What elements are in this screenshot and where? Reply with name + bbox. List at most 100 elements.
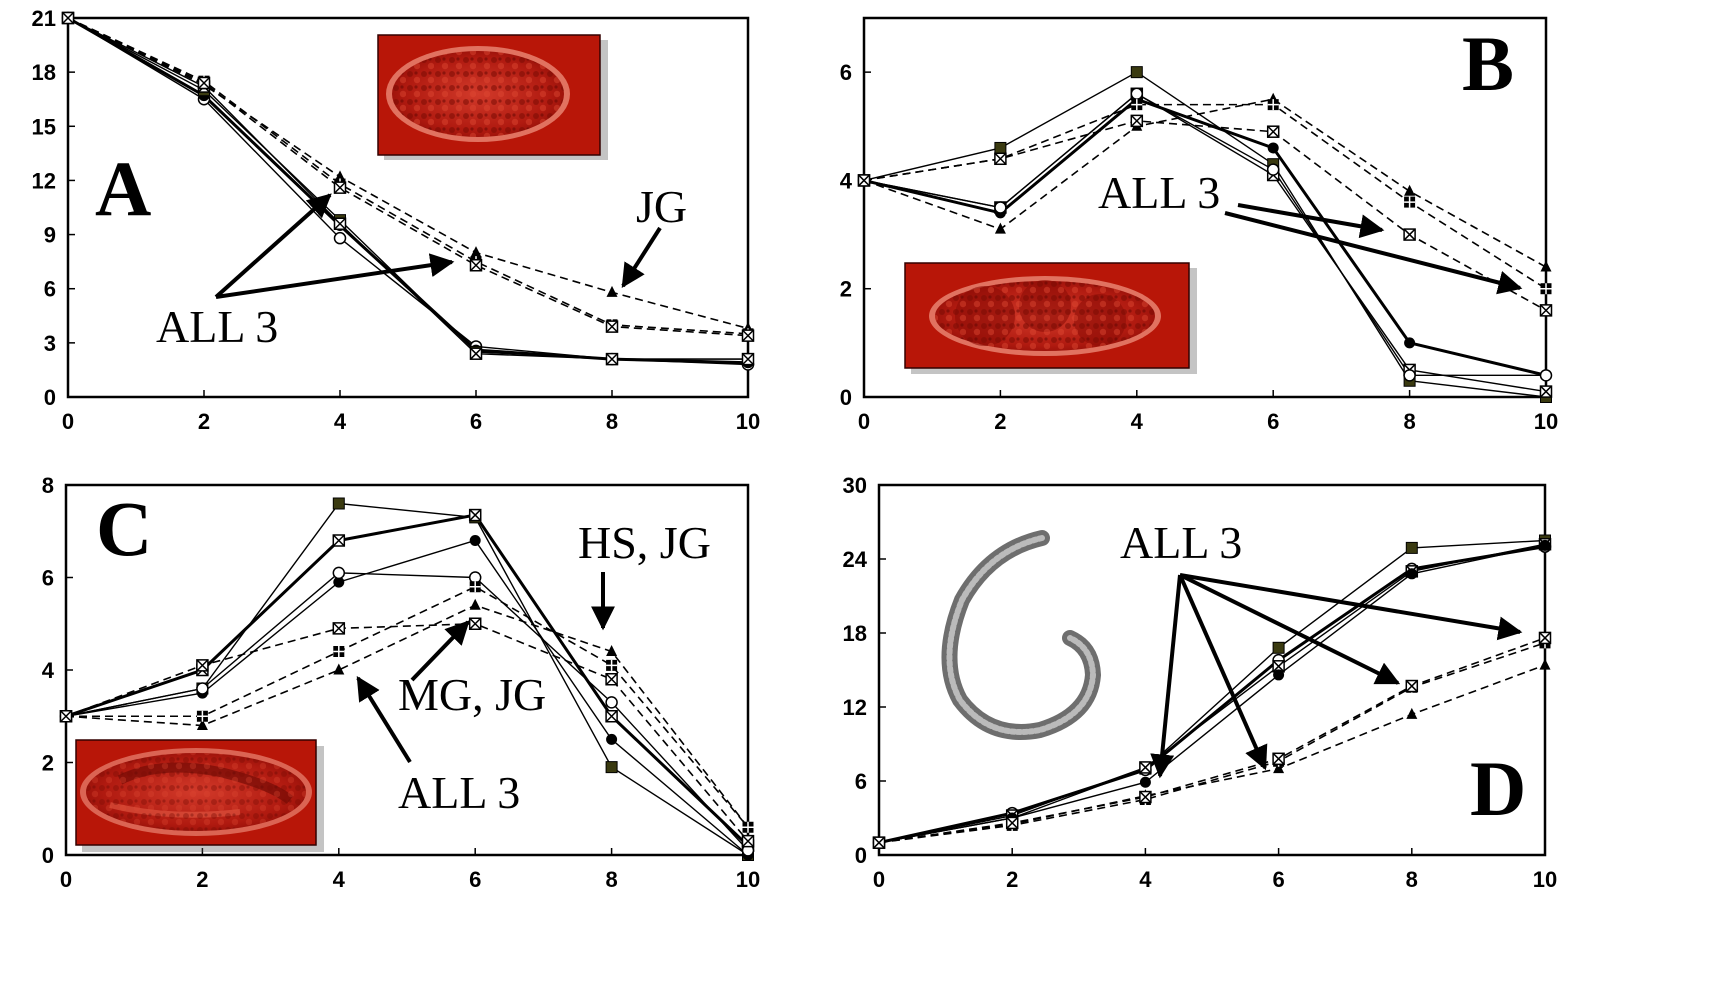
data-point-b-6-2 xyxy=(1130,114,1144,128)
data-point-a-6-5 xyxy=(741,329,755,342)
series-line-b-5 xyxy=(863,103,1547,290)
x-tick-label-d: 10 xyxy=(1533,867,1557,892)
data-point-c-4-1 xyxy=(196,719,208,730)
series-line-a-5 xyxy=(67,17,749,335)
data-point-c-0-2 xyxy=(332,497,345,510)
data-point-a-3-2 xyxy=(333,217,347,230)
data-point-b-0-2 xyxy=(1130,66,1143,79)
x-tick-label-b: 0 xyxy=(858,409,870,434)
data-point-a-4-4 xyxy=(606,285,618,297)
data-point-d-3-3 xyxy=(1273,669,1285,681)
data-point-c-1-4 xyxy=(605,710,618,723)
series-line-b-4 xyxy=(863,98,1547,268)
x-tick-label-d: 2 xyxy=(1006,867,1018,892)
series-line-c-5 xyxy=(66,585,749,828)
x-tick-label-d: 8 xyxy=(1406,867,1418,892)
axes-c: 0 2 4 6 8 10 0 2 4 6 8 xyxy=(42,473,760,892)
data-point-a-4-3 xyxy=(470,246,482,258)
y-tick-label-a: 12 xyxy=(32,168,56,193)
series-d xyxy=(872,534,1552,849)
x-tick-label-a: 0 xyxy=(62,409,74,434)
x-tick-label-a: 10 xyxy=(736,409,760,434)
data-point-b-1-4 xyxy=(1404,337,1416,349)
y-tick-label-d: 12 xyxy=(843,695,867,720)
data-point-c-1-3 xyxy=(468,508,482,522)
data-point-c-4-4 xyxy=(606,645,618,656)
data-point-d-3-5 xyxy=(1539,539,1551,551)
data-point-b-5-5 xyxy=(1540,283,1552,295)
data-point-c-3-2 xyxy=(332,566,346,580)
data-point-d-4-4 xyxy=(1406,707,1418,719)
data-point-b-6-5 xyxy=(1539,304,1553,317)
y-tick-label-d: 30 xyxy=(843,473,867,498)
data-point-a-6-4 xyxy=(605,320,619,333)
plot-frame-a xyxy=(66,16,750,399)
series-line-c-6 xyxy=(65,622,749,842)
x-tick-label-a: 2 xyxy=(198,409,210,434)
y-tick-label-d: 24 xyxy=(843,547,868,572)
y-tick-label-a: 6 xyxy=(44,277,56,302)
data-point-b-1-3 xyxy=(1267,142,1279,154)
data-point-b-4-4 xyxy=(1404,184,1416,196)
series-line-b-0 xyxy=(863,71,1547,398)
embryo-photo-c xyxy=(75,739,324,852)
series-a xyxy=(61,11,755,371)
x-tick-label-b: 2 xyxy=(994,409,1006,434)
data-point-c-5-3 xyxy=(469,581,481,593)
series-line-c-4 xyxy=(65,604,749,828)
data-point-b-3-4 xyxy=(1403,369,1416,382)
y-tick-label-d: 6 xyxy=(855,769,867,794)
data-point-d-6-2 xyxy=(1139,790,1152,804)
data-point-c-2-3 xyxy=(469,535,481,546)
data-point-b-4-5 xyxy=(1540,260,1552,272)
data-point-c-5-5 xyxy=(742,821,754,833)
annotation-mgjg-c: MG, JG xyxy=(398,669,546,720)
data-point-a-3-4 xyxy=(605,352,619,366)
series-line-c-1 xyxy=(65,513,750,847)
data-point-b-3-1 xyxy=(994,201,1007,214)
panel-c: 0 2 4 6 8 10 0 2 4 6 8 C HS, JG MG, JG ALL 3 xyxy=(42,473,760,892)
data-point-d-6-4 xyxy=(1405,679,1419,693)
data-point-c-6-2 xyxy=(332,622,346,635)
data-point-a-6-2 xyxy=(333,181,347,194)
y-tick-label-c: 4 xyxy=(42,658,55,683)
x-tick-label-a: 8 xyxy=(606,409,618,434)
data-point-c-4-2 xyxy=(333,663,345,675)
data-point-b-3-3 xyxy=(1266,163,1280,176)
series-line-b-3 xyxy=(863,92,1546,377)
y-tick-label-a: 9 xyxy=(44,223,56,248)
plot-frame-b xyxy=(862,16,1548,399)
y-tick-label-a: 18 xyxy=(32,60,56,85)
series-line-c-3 xyxy=(65,572,749,851)
data-point-c-5-2 xyxy=(333,646,345,657)
data-point-d-6-3 xyxy=(1272,752,1285,766)
x-tick-label-a: 6 xyxy=(470,409,482,434)
y-tick-label-c: 0 xyxy=(42,843,54,868)
panel-label-c: C xyxy=(96,485,152,572)
axes-b: 0 2 4 6 8 10 0 2 4 6 xyxy=(840,60,1558,434)
larva-photo-d xyxy=(941,530,1102,740)
data-point-b-5-3 xyxy=(1267,99,1279,111)
y-tick-label-b: 2 xyxy=(840,277,852,302)
series-line-d-2 xyxy=(878,543,1546,844)
data-point-d-6-1 xyxy=(1005,816,1019,830)
data-point-a-3-5 xyxy=(741,352,755,366)
data-point-c-6-5 xyxy=(741,834,755,848)
embryo-photo-b xyxy=(904,262,1197,374)
y-tick-label-a: 21 xyxy=(32,6,56,31)
plot-frame-d xyxy=(877,483,1547,857)
data-point-b-3-5 xyxy=(1539,369,1553,382)
data-point-c-0-4 xyxy=(605,761,618,774)
y-tick-label-b: 6 xyxy=(840,60,852,85)
series-c xyxy=(59,497,755,861)
x-tick-label-b: 4 xyxy=(1131,409,1144,434)
data-point-c-2-4 xyxy=(606,733,618,745)
data-point-d-4-3 xyxy=(1273,762,1285,774)
data-point-b-0-1 xyxy=(994,141,1007,154)
panel-b: 0 2 4 6 8 10 0 2 4 6 B ALL 3 xyxy=(840,16,1558,434)
x-tick-label-c: 6 xyxy=(469,867,481,892)
data-point-d-6-5 xyxy=(1538,631,1552,645)
series-line-a-3 xyxy=(67,17,748,360)
